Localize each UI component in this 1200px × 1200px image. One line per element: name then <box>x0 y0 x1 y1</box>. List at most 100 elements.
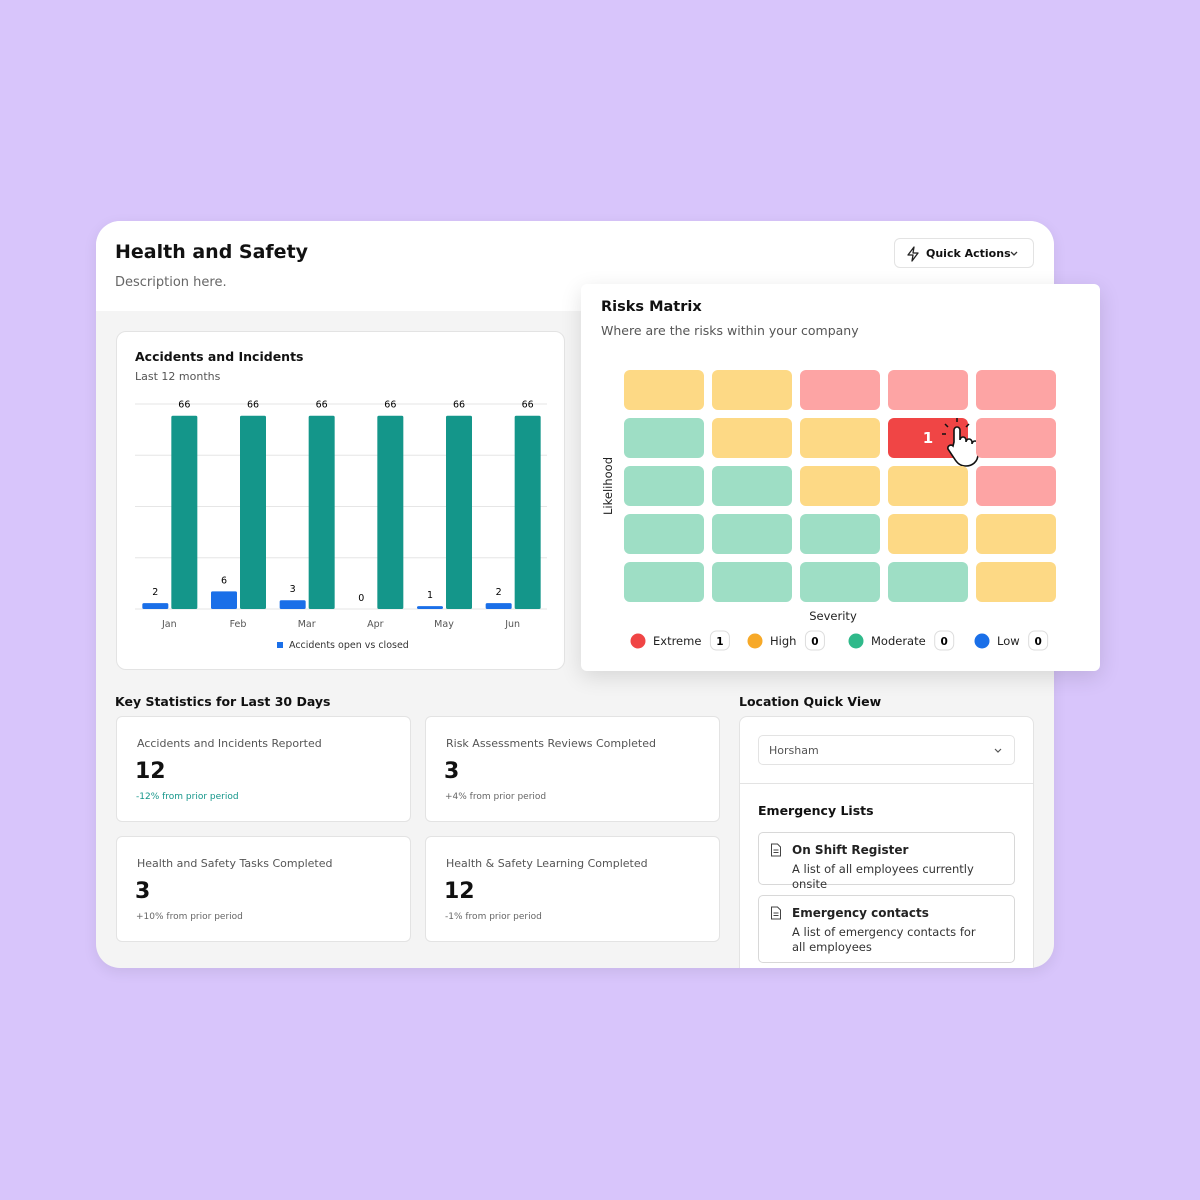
legend-count: 0 <box>941 636 948 648</box>
cursor-rays <box>942 418 970 435</box>
matrix-cell <box>976 370 1056 410</box>
legend-label: Accidents open vs closed <box>289 640 409 651</box>
matrix-cell <box>800 466 880 506</box>
item-title: Emergency contacts <box>792 906 929 920</box>
bar <box>514 415 541 609</box>
matrix-cell <box>624 562 704 602</box>
bar <box>446 415 472 609</box>
matrix-cell <box>712 370 792 410</box>
matrix-cell <box>624 514 704 554</box>
legend-dot <box>630 633 646 649</box>
cursor-hand <box>947 426 979 467</box>
document-icon <box>771 906 781 920</box>
matrix-cell <box>624 418 704 458</box>
bar-chart: Jan266Feb666Mar366Apr066May166Jun266Acci… <box>135 400 547 651</box>
quick-actions-button[interactable]: Quick Actions <box>894 238 1034 268</box>
emergency-item[interactable]: Emergency contacts A list of emergency co… <box>758 895 1015 963</box>
stat-label: Health & Safety Learning Completed <box>446 857 648 870</box>
matrix-cell <box>888 562 968 602</box>
divider <box>740 783 1033 784</box>
chart-subtitle: Last 12 months <box>135 370 221 383</box>
legend-label: Low <box>997 634 1020 648</box>
matrix-subtitle: Where are the risks within your company <box>601 323 859 338</box>
legend-dot <box>848 633 864 649</box>
matrix-cell <box>888 370 968 410</box>
x-axis-label: Severity <box>809 609 857 623</box>
legend-swatch <box>277 642 283 648</box>
matrix-cell <box>800 418 880 458</box>
legend-count: 0 <box>1035 636 1042 648</box>
stat-change: +4% from prior period <box>445 792 547 802</box>
x-tick-label: Mar <box>298 619 316 630</box>
bolt-icon <box>907 246 919 262</box>
stat-change: +10% from prior period <box>136 912 243 922</box>
matrix-title: Risks Matrix <box>601 299 702 315</box>
count-badge <box>804 630 825 651</box>
emergency-item[interactable]: On Shift Register A list of all employees… <box>758 832 1015 891</box>
matrix-cell <box>800 370 880 410</box>
x-tick-label: Jan <box>161 619 177 630</box>
location-select[interactable]: Horsham <box>758 735 1015 765</box>
legend-count: 1 <box>716 636 723 648</box>
matrix-cell <box>712 466 792 506</box>
stat-value: 3 <box>135 879 151 904</box>
stat-label: Health and Safety Tasks Completed <box>137 857 333 870</box>
bar <box>417 606 443 609</box>
matrix-cell <box>624 370 704 410</box>
legend-dot <box>974 633 990 649</box>
location-value: Horsham <box>769 744 819 757</box>
page-title: Health and Safety <box>115 241 309 263</box>
legend-count: 0 <box>811 636 818 648</box>
data-label: 6 <box>221 575 227 586</box>
x-tick-label: May <box>434 619 454 630</box>
legend-label: Moderate <box>871 634 926 648</box>
bar <box>211 591 237 609</box>
item-description: A list of emergency contacts for all emp… <box>792 925 976 954</box>
stat-card: Health & Safety Learning Completed 12 -1% … <box>425 836 720 942</box>
cell-count: 1 <box>923 429 933 447</box>
emergency-title: Emergency Lists <box>758 803 874 818</box>
count-badge <box>1028 630 1049 651</box>
matrix-cell <box>888 466 968 506</box>
data-label: 66 <box>453 400 465 411</box>
item-description: A list of all employees currently onsite <box>792 862 974 891</box>
bar <box>240 415 266 609</box>
cursor-icon <box>942 418 979 467</box>
matrix-cell <box>976 514 1056 554</box>
legend-label: High <box>770 634 796 648</box>
count-badge <box>709 630 730 651</box>
stat-label: Risk Assessments Reviews Completed <box>446 737 656 750</box>
data-label: 66 <box>522 400 534 411</box>
location-panel: Horsham Emergency Lists On Shift Registe… <box>739 716 1034 968</box>
bar <box>377 415 404 609</box>
chevron <box>994 748 1002 753</box>
data-label: 66 <box>247 400 259 411</box>
stat-change: -12% from prior period <box>136 792 239 802</box>
chevron <box>1010 251 1018 256</box>
quick-actions-label: Quick Actions <box>926 247 1011 260</box>
stat-card: Accidents and Incidents Reported 12 -12% f… <box>116 716 411 822</box>
chart-title: Accidents and Incidents <box>135 349 304 364</box>
bar <box>485 603 512 609</box>
matrix-cell <box>712 514 792 554</box>
document-icon <box>771 843 781 857</box>
data-label: 2 <box>152 587 158 598</box>
stat-card: Risk Assessments Reviews Completed 3 +4% f… <box>425 716 720 822</box>
matrix-cell <box>976 418 1056 458</box>
bar <box>279 600 306 609</box>
bar <box>142 603 169 609</box>
matrix-cell <box>712 562 792 602</box>
stat-change: -1% from prior period <box>445 912 542 922</box>
matrix-cell <box>800 562 880 602</box>
item-title: On Shift Register <box>792 843 909 857</box>
matrix-cell <box>624 466 704 506</box>
risk-matrix: 1 Severity Likelihood Extreme 1 High 0 Moderate… <box>601 370 1056 651</box>
matrix-cell <box>712 418 792 458</box>
location-title: Location Quick View <box>739 694 882 709</box>
x-tick-label: Jun <box>504 619 520 630</box>
x-tick-label: Apr <box>367 619 384 630</box>
data-label: 66 <box>178 400 190 411</box>
matrix-cell <box>976 562 1056 602</box>
bar <box>171 415 198 609</box>
